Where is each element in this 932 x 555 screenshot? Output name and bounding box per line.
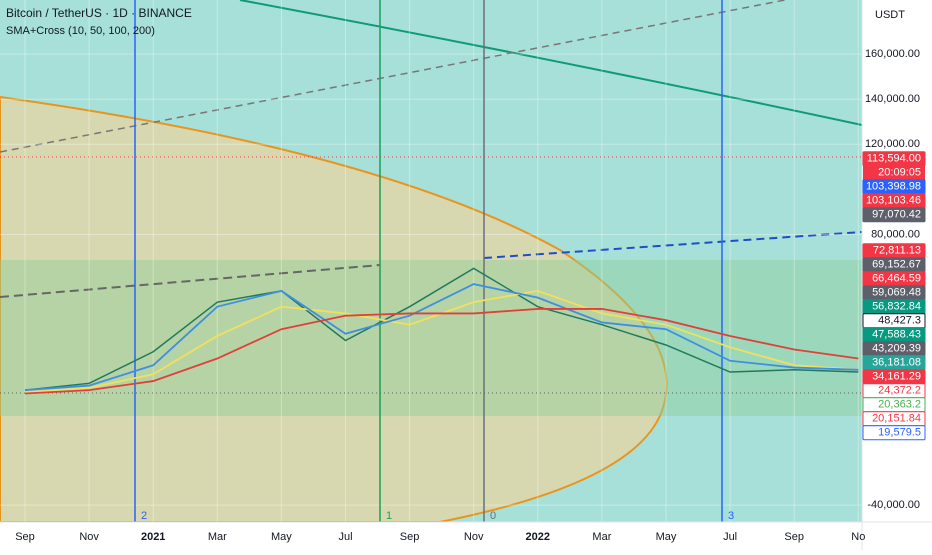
price-label: 20,151.84 xyxy=(872,413,921,425)
price-label: 24,372.2 xyxy=(878,385,921,397)
time-axis xyxy=(0,522,862,550)
dashed-trend xyxy=(0,0,786,153)
series-line xyxy=(24,267,859,391)
x-tick-label: Nov xyxy=(464,531,484,543)
price-label-box xyxy=(862,425,926,441)
price-label: 72,811.13 xyxy=(873,245,921,257)
marker-label: 2 xyxy=(141,510,147,522)
series-line xyxy=(24,283,859,391)
y-tick-label: 140,000.00 xyxy=(865,93,920,105)
marker-label: 1 xyxy=(386,510,392,522)
price-label: 59,069.48 xyxy=(872,287,921,299)
price-label: 48,427.3 xyxy=(878,315,921,327)
indicator-label: SMA+Cross (10, 50, 100, 200) xyxy=(6,25,155,37)
x-tick-label: Jul xyxy=(723,531,737,543)
price-label: 34,161.29 xyxy=(872,371,921,383)
marker-label: 0 xyxy=(490,510,496,522)
series-line xyxy=(24,308,859,395)
price-label: 56,832.84 xyxy=(872,301,921,313)
orange-arc xyxy=(0,95,668,523)
chart-title: Bitcoin / TetherUS · 1D · BINANCE xyxy=(6,6,192,20)
x-tick-label: Mar xyxy=(208,531,227,543)
price-label: 103,398.98 xyxy=(866,181,921,193)
price-label: 66,464.59 xyxy=(872,273,921,285)
marker-label: 3 xyxy=(728,510,734,522)
green-zone xyxy=(0,260,862,416)
x-tick-label: Jul xyxy=(338,531,352,543)
timer: 20:09:05 xyxy=(878,167,921,179)
price-label: 103,103.46 xyxy=(866,195,921,207)
x-tick-label: No xyxy=(851,531,865,543)
x-tick-label: 2022 xyxy=(526,531,550,543)
x-tick-label: Mar xyxy=(592,531,611,543)
timer-box xyxy=(863,165,925,180)
x-tick-label: Sep xyxy=(15,531,35,543)
y-tick-label: 160,000.00 xyxy=(865,48,920,60)
x-tick-label: May xyxy=(271,531,292,543)
price-label: 69,152.67 xyxy=(872,259,921,271)
x-tick-label: May xyxy=(656,531,677,543)
price-label: 43,209.39 xyxy=(872,343,921,355)
price-label: 20,363.2 xyxy=(878,399,921,411)
green-arc xyxy=(239,0,863,126)
price-label: 113,594.00 xyxy=(867,153,921,165)
x-tick-label: Sep xyxy=(400,531,420,543)
dashed-trend xyxy=(0,264,381,298)
x-tick-label: Sep xyxy=(784,531,804,543)
price-label: 47,588.43 xyxy=(872,329,921,341)
x-tick-label: 2021 xyxy=(141,531,165,543)
y-tick-label: 120,000.00 xyxy=(865,138,920,150)
price-label: 97,070.42 xyxy=(872,209,921,221)
price-label: 36,181.08 xyxy=(872,357,921,369)
price-label-box xyxy=(862,207,926,223)
price-label: 19,579.5 xyxy=(878,427,921,439)
dashed-trend xyxy=(483,231,863,259)
y-tick-label: -40,000.00 xyxy=(867,499,920,511)
y-tick-label: 80,000.00 xyxy=(871,228,920,240)
currency: USDT xyxy=(875,9,905,21)
x-tick-label: Nov xyxy=(79,531,99,543)
